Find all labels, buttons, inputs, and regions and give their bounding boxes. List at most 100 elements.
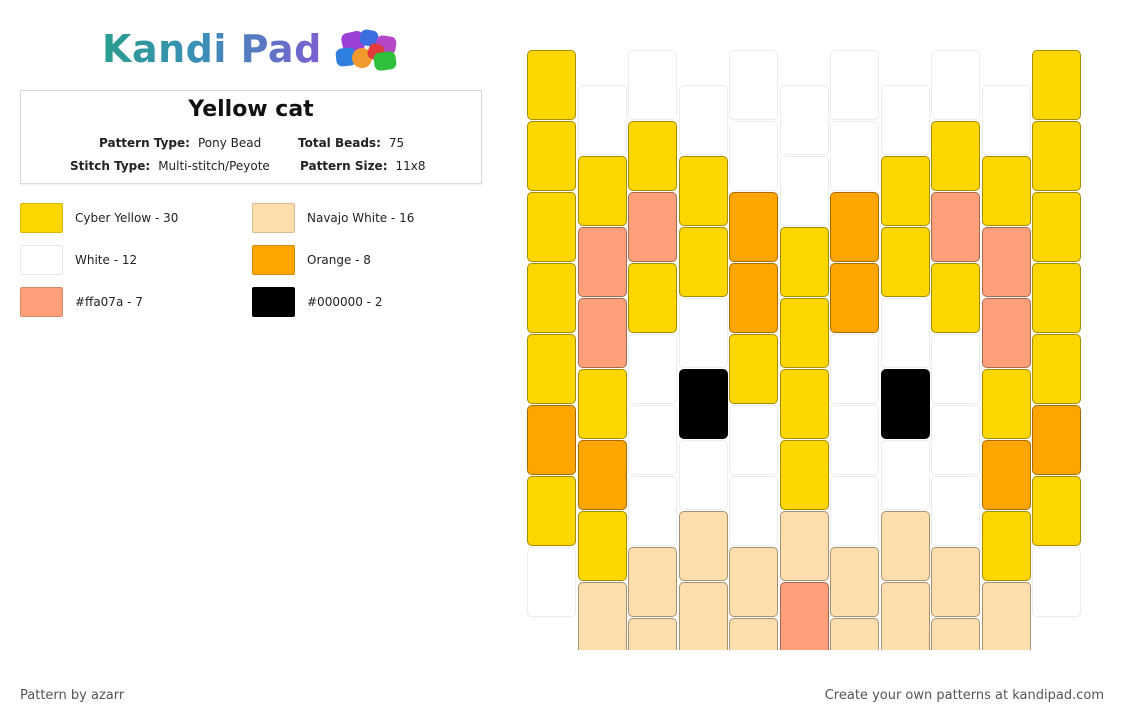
bead <box>931 263 980 333</box>
bead <box>729 121 778 191</box>
legend-label: #000000 - 2 <box>307 295 383 309</box>
legend-label: #ffa07a - 7 <box>75 295 143 309</box>
bead <box>729 334 778 404</box>
bead <box>577 85 627 155</box>
bead <box>830 50 879 120</box>
legend-item: Orange - 8 <box>252 245 371 275</box>
pattern-type-value: Pony Bead <box>197 136 262 150</box>
bead <box>830 547 879 617</box>
stitch-type-label: Stitch Type: <box>70 159 151 173</box>
legend-item: Cyber Yellow - 30 <box>20 203 178 233</box>
bead <box>1032 121 1081 191</box>
bead <box>527 405 576 475</box>
bead <box>577 156 627 226</box>
bead <box>779 369 829 439</box>
bead <box>527 547 576 617</box>
bead <box>830 476 879 546</box>
color-swatch <box>20 203 63 233</box>
bead <box>1032 405 1081 475</box>
stitch-type: Stitch Type: Multi-stitch/Peyote <box>70 159 270 173</box>
bead <box>678 440 728 510</box>
legend-label: Navajo White - 16 <box>307 211 415 225</box>
bead <box>527 121 576 191</box>
color-swatch <box>252 245 295 275</box>
pattern-info-card: Yellow cat Pattern Type: Pony Bead Total … <box>20 90 482 184</box>
bead <box>577 511 627 581</box>
bead <box>880 85 930 155</box>
pattern-credit: Pattern by azarr <box>20 688 125 703</box>
bead <box>628 121 677 191</box>
bead <box>729 618 778 650</box>
bead <box>830 618 879 650</box>
logo-text: Kandi Pad <box>102 27 322 71</box>
bead <box>729 405 778 475</box>
bead <box>527 50 576 120</box>
legend-item: #ffa07a - 7 <box>20 287 143 317</box>
color-swatch <box>252 203 295 233</box>
bead <box>830 405 879 475</box>
bead <box>981 85 1031 155</box>
bead <box>830 263 879 333</box>
bead <box>880 227 930 297</box>
bead <box>628 405 677 475</box>
pattern-type-label: Pattern Type: <box>99 136 190 150</box>
bead <box>628 476 677 546</box>
bead <box>779 511 829 581</box>
bead <box>981 298 1031 368</box>
total-beads-value: 75 <box>388 136 405 150</box>
bead <box>931 547 980 617</box>
bead <box>628 618 677 650</box>
bead <box>527 192 576 262</box>
beads-icon <box>332 26 408 72</box>
bead <box>779 582 829 650</box>
bead <box>981 440 1031 510</box>
bead <box>779 156 829 226</box>
color-swatch <box>20 245 63 275</box>
stitch-type-value: Multi-stitch/Peyote <box>158 159 270 173</box>
bead <box>931 121 980 191</box>
create-patterns-link[interactable]: Create your own patterns at kandipad.com <box>824 688 1104 703</box>
bead <box>981 156 1031 226</box>
bead <box>880 156 930 226</box>
legend-label: White - 12 <box>75 253 138 267</box>
bead <box>880 298 930 368</box>
bead <box>678 511 728 581</box>
bead <box>628 547 677 617</box>
bead <box>1032 263 1081 333</box>
bead <box>628 192 677 262</box>
bead <box>931 334 980 404</box>
bead <box>1032 334 1081 404</box>
bead <box>628 263 677 333</box>
bead <box>577 227 627 297</box>
bead <box>1032 50 1081 120</box>
bead <box>880 440 930 510</box>
bead <box>577 582 627 650</box>
pattern-size-label: Pattern Size: <box>300 159 388 173</box>
pattern-size-value: 11x8 <box>395 159 426 173</box>
total-beads: Total Beads: 75 <box>298 136 404 150</box>
bead <box>678 369 728 439</box>
bead <box>830 121 879 191</box>
bead <box>628 334 677 404</box>
kandipad-logo[interactable]: Kandi Pad <box>102 26 408 72</box>
bead <box>1032 192 1081 262</box>
bead <box>678 156 728 226</box>
bead <box>729 547 778 617</box>
legend-label: Cyber Yellow - 30 <box>75 211 179 225</box>
bead <box>577 369 627 439</box>
bead <box>880 582 930 650</box>
bead <box>779 440 829 510</box>
bead <box>577 298 627 368</box>
bead <box>931 405 980 475</box>
bead <box>981 511 1031 581</box>
bead <box>931 50 980 120</box>
bead <box>527 334 576 404</box>
bead <box>729 263 778 333</box>
bead <box>981 582 1031 650</box>
bead <box>830 192 879 262</box>
bead <box>729 50 778 120</box>
bead <box>779 85 829 155</box>
bead <box>527 263 576 333</box>
total-beads-label: Total Beads: <box>298 136 381 150</box>
pattern-size: Pattern Size: 11x8 <box>300 159 426 173</box>
